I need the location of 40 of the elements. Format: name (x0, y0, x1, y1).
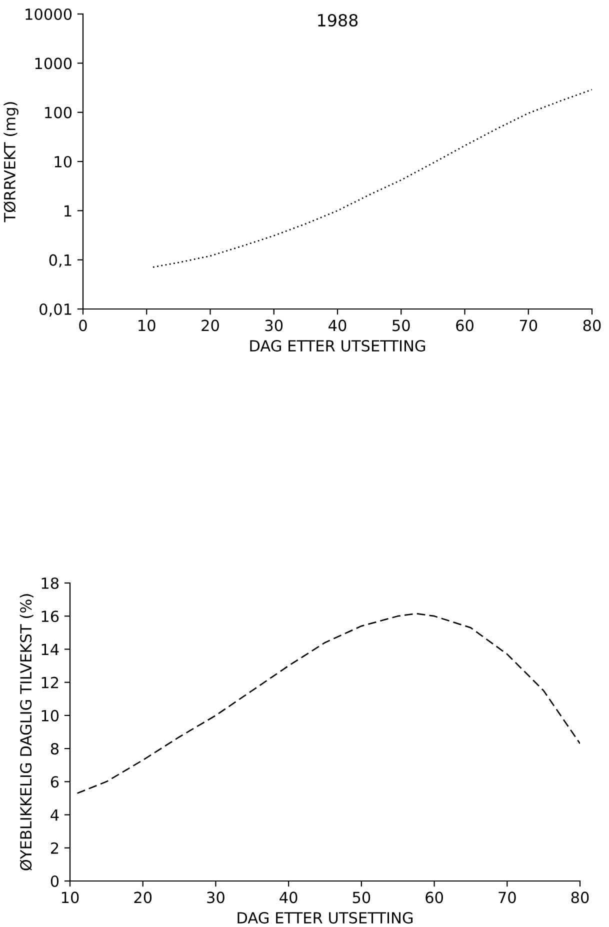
x-tick-label: 0 (79, 320, 87, 332)
y-tick-label: 0,01 (40, 303, 72, 317)
x-tick-label: 10 (138, 320, 156, 332)
y-tick-label: 4 (50, 809, 59, 821)
x-tick-label: 60 (456, 320, 474, 332)
x-tick-label: 70 (498, 892, 516, 904)
y-tick-label: 2 (50, 842, 58, 854)
x-tick-label: 70 (520, 320, 538, 332)
x-tick-label: 50 (352, 892, 370, 904)
y-tick-label: 0 (50, 875, 59, 888)
y-tick-label: 6 (50, 776, 59, 788)
y-tick-label: 10 (42, 710, 59, 722)
y-tick-label: 14 (42, 644, 59, 656)
x-tick-label: 30 (207, 892, 224, 904)
y-tick-label: 10000 (26, 8, 72, 20)
line-series (76, 612, 580, 794)
x-tick-label: 20 (202, 320, 219, 332)
y-tick-label: 1000 (35, 58, 72, 70)
x-tick-label: 50 (392, 320, 410, 332)
y-tick-label: 10 (54, 156, 72, 168)
x-tick-label: 80 (571, 892, 589, 904)
y-tick-label: 12 (42, 676, 58, 688)
line-series (152, 88, 592, 268)
chart-title: 1988 (318, 14, 358, 27)
y-tick-label: 0,1 (49, 254, 72, 268)
x-tick-label: 20 (134, 892, 152, 904)
x-axis-title: DAG ETTER UTSETTING (250, 340, 426, 352)
y-tick-label: 8 (50, 743, 59, 755)
x-tick-label: 40 (280, 892, 298, 904)
y-tick-label: 1 (64, 205, 72, 216)
y-tick-label: 18 (42, 577, 59, 590)
x-tick-label: 40 (328, 320, 346, 332)
x-axis-title: DAG ETTER UTSETTING (238, 912, 413, 924)
x-tick-label: 80 (583, 320, 601, 332)
y-axis-title: ØYEBLIKKELIG DAGLIG TILVEKST (%) (20, 594, 34, 870)
x-tick-label: 30 (265, 320, 283, 332)
y-axis-title: TØRRVEKT (mg) (4, 102, 18, 222)
x-tick-label: 60 (426, 892, 443, 904)
y-tick-label: 100 (45, 106, 72, 118)
y-tick-label: 16 (42, 610, 59, 622)
